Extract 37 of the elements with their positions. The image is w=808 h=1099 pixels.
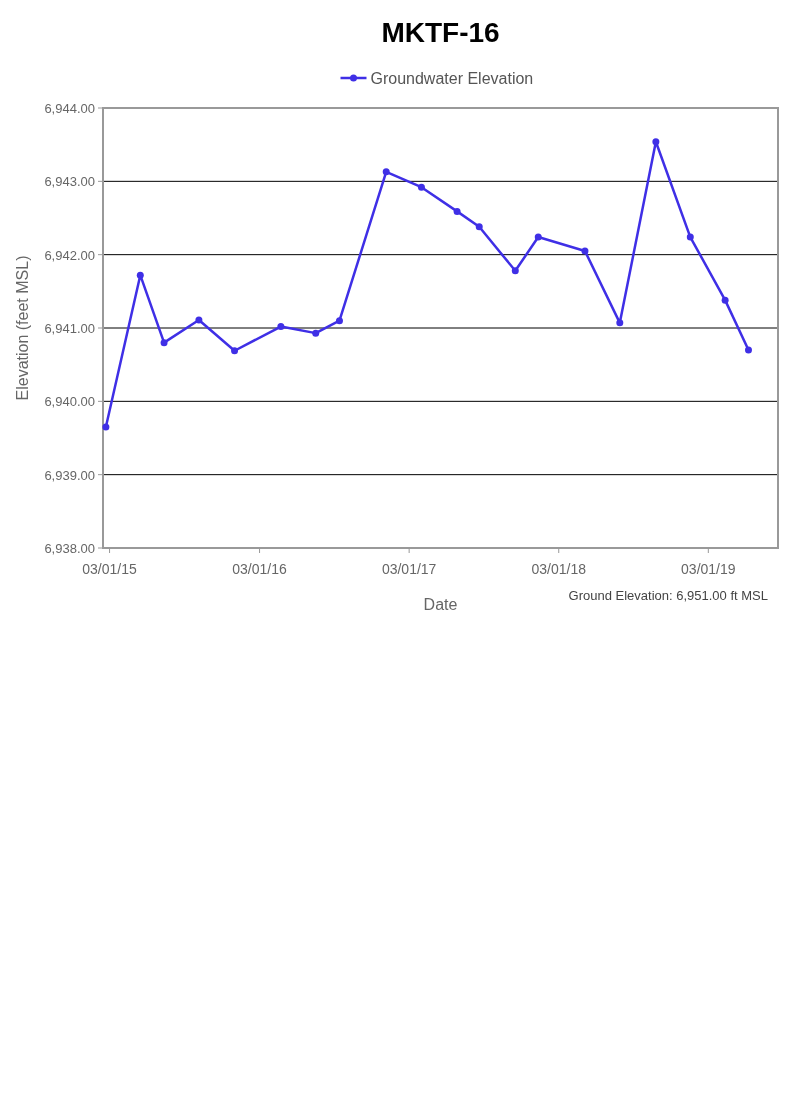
point	[335, 317, 343, 325]
point	[382, 168, 390, 176]
point	[534, 233, 542, 241]
y-tick-label: 6,940.00	[44, 394, 95, 410]
x-tick-label: 03/01/16	[232, 561, 288, 577]
y-tick-label: 6,938.00	[44, 541, 95, 556]
x-tick-label: 03/01/18	[531, 561, 587, 577]
y-tick-label: 6,941.00	[44, 321, 95, 336]
point	[231, 347, 239, 355]
point	[195, 316, 203, 324]
x-tick-label: 03/01/17	[381, 561, 437, 577]
point	[511, 267, 519, 275]
y-tick-label: 6,944.00	[44, 101, 95, 116]
point	[616, 319, 624, 327]
chart-title: MKTF-16	[381, 17, 500, 48]
point	[652, 138, 660, 146]
legend-label: Groundwater Elevation	[370, 70, 534, 87]
y-tick-label: 6,939.00	[44, 467, 95, 483]
point	[721, 296, 729, 304]
point	[744, 346, 752, 354]
text: Ground Elevation: 6,951.00 ft MSL	[568, 588, 768, 603]
point	[475, 223, 483, 231]
point	[312, 329, 320, 337]
point	[102, 423, 110, 431]
point	[277, 323, 285, 331]
y-axis-title: Elevation (feet MSL)	[14, 255, 31, 401]
point	[160, 339, 168, 347]
point	[686, 233, 694, 241]
point	[453, 207, 461, 215]
x-tick-label: 03/01/19	[681, 561, 736, 577]
y-tick-label: 6,942.00	[44, 247, 95, 263]
point	[136, 271, 144, 279]
point	[417, 183, 425, 191]
y-tick-label: 6,943.00	[44, 174, 95, 190]
x-tick-label: 03/01/15	[82, 561, 138, 577]
point	[581, 247, 589, 255]
x-axis-title: Date	[423, 596, 458, 613]
